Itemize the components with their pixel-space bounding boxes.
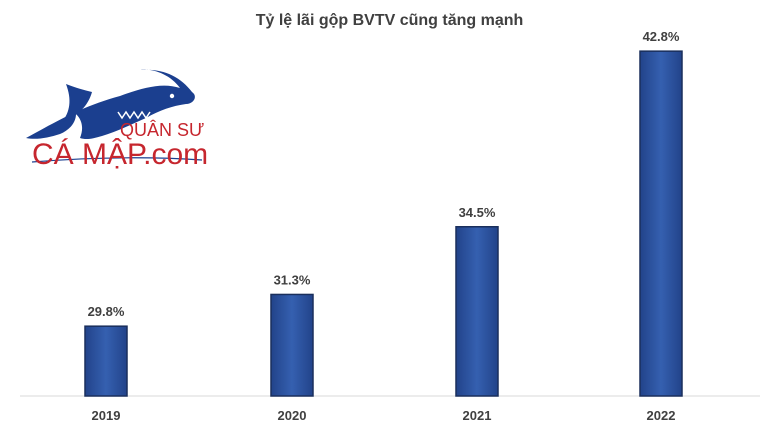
logo-text-line1: QUÂN SƯ [120,120,204,140]
data-label-2020: 31.3% [274,272,311,287]
quan-su-ca-map-logo: QUÂN SƯ CÁ MẬP.com [26,69,208,171]
x-tick-label-2022: 2022 [647,408,676,423]
x-tick-label-2021: 2021 [463,408,492,423]
data-label-2022: 42.8% [643,29,680,44]
data-label-2019: 29.8% [88,304,125,319]
bar-2020 [270,293,314,397]
bar-2019 [84,325,128,397]
x-tick-label-2020: 2020 [278,408,307,423]
bar-2022 [639,50,683,397]
bar-2021 [455,226,499,397]
data-label-2021: 34.5% [459,205,496,220]
shark-icon [26,69,203,163]
x-tick-label-2019: 2019 [92,408,121,423]
logo-text-line2: CÁ MẬP.com [32,138,208,171]
chart-title: Tỷ lệ lãi gộp BVTV cũng tăng mạnh [255,12,524,29]
